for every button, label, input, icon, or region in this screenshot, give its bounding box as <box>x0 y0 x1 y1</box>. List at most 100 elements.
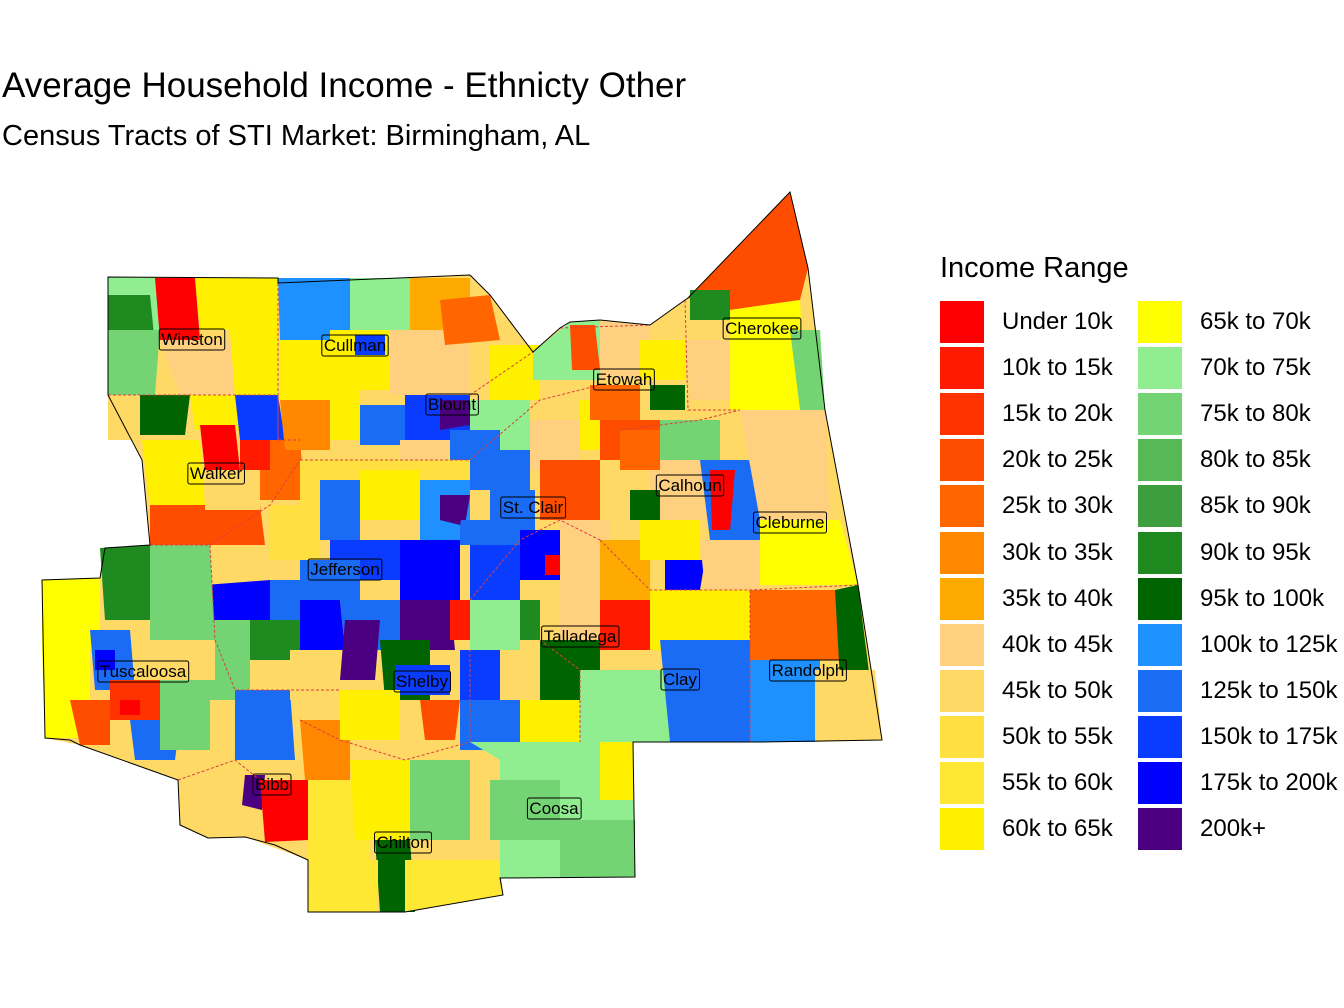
legend-item: 25k to 30k <box>940 483 1138 529</box>
census-tract <box>650 590 700 650</box>
county-label-cleburne: Cleburne <box>753 511 827 534</box>
census-tract <box>242 775 265 810</box>
county-border <box>599 539 859 591</box>
census-tract <box>300 600 345 650</box>
census-tract <box>260 440 305 500</box>
census-tract <box>120 700 140 715</box>
legend-label: 40k to 45k <box>1002 630 1113 658</box>
legend-label: 70k to 75k <box>1200 354 1311 382</box>
legend-item: 35k to 40k <box>940 576 1138 622</box>
legend-item: 80k to 85k <box>1138 437 1336 483</box>
census-tract <box>440 295 500 345</box>
census-tract <box>300 720 350 780</box>
legend-item: 50k to 55k <box>940 714 1138 760</box>
census-tract <box>640 520 700 560</box>
legend-item: 150k to 175k <box>1138 714 1337 760</box>
county-label-cullman: Cullman <box>321 334 389 357</box>
legend-label: 45k to 50k <box>1002 676 1113 704</box>
legend-label: 10k to 15k <box>1002 354 1113 382</box>
legend-swatch <box>940 485 984 528</box>
legend-item: 20k to 25k <box>940 437 1138 483</box>
legend-label: 65k to 70k <box>1200 308 1311 336</box>
county-name: Bibb <box>255 775 289 794</box>
county-name: St. Clair <box>503 498 564 517</box>
census-tract <box>490 780 560 840</box>
census-tract <box>688 192 808 310</box>
census-tract <box>600 600 660 650</box>
census-tract <box>660 420 720 460</box>
county-name: Randolph <box>772 661 845 680</box>
census-tract <box>140 395 190 435</box>
census-tract <box>790 330 825 410</box>
legend-item: 90k to 95k <box>1138 529 1336 575</box>
legend-swatch <box>940 715 984 758</box>
legend-swatch <box>1138 808 1182 851</box>
legend-label: 95k to 100k <box>1200 584 1325 612</box>
legend-label: 55k to 60k <box>1002 768 1113 796</box>
legend-label: 30k to 35k <box>1002 538 1113 566</box>
census-tract <box>200 425 240 470</box>
legend-column-right: 65k to 70k 70k to 75k 75k to 80k 80k to 85k… <box>1138 299 1338 852</box>
census-tract <box>740 410 830 520</box>
census-tract <box>560 520 610 580</box>
county-label-chilton: Chilton <box>374 831 432 854</box>
legend-swatch <box>940 347 984 390</box>
legend-swatch <box>940 577 984 620</box>
county-name: Clay <box>663 670 698 689</box>
census-tract <box>410 760 470 840</box>
legend-swatch <box>1138 393 1182 436</box>
legend-swatch <box>940 301 984 344</box>
county-label-calhoun: Calhoun <box>655 474 725 497</box>
census-tract <box>650 385 685 410</box>
county-label-bibb: Bibb <box>252 773 292 796</box>
county-label-box <box>425 393 479 416</box>
census-tract <box>460 700 520 750</box>
legend-label: 75k to 80k <box>1200 400 1311 428</box>
market-outline <box>41 190 883 913</box>
county-label-box <box>500 496 567 519</box>
census-tract <box>690 290 730 320</box>
legend-item: 85k to 90k <box>1138 483 1336 529</box>
census-tract <box>750 590 845 660</box>
census-tract <box>760 520 858 585</box>
choropleth-map: Winston Cullman Blount Etowah Cherokee Walker… <box>41 190 883 913</box>
legend-label: 175k to 200k <box>1200 768 1338 796</box>
legend-swatch <box>1138 301 1182 344</box>
legend-swatch <box>940 669 984 712</box>
legend-swatch <box>1138 577 1182 620</box>
legend-swatch <box>1138 347 1182 390</box>
legend-label: 35k to 40k <box>1002 584 1113 612</box>
census-tract <box>390 330 470 395</box>
county-name: Walker <box>190 464 243 483</box>
legend-swatch <box>940 531 984 574</box>
census-tract <box>230 330 278 395</box>
county-name: Cullman <box>324 336 386 355</box>
legend-item: 15k to 20k <box>940 391 1138 437</box>
county-label-shelby: Shelby <box>393 670 451 693</box>
census-tract <box>600 320 650 380</box>
census-tract <box>630 490 660 520</box>
county-border <box>619 409 741 431</box>
legend-swatch <box>940 761 984 804</box>
legend-swatch <box>1138 439 1182 482</box>
census-tract <box>665 560 705 590</box>
census-tract <box>815 670 882 742</box>
legend-swatch <box>940 393 984 436</box>
legend-label: 50k to 55k <box>1002 722 1113 750</box>
county-label-box <box>526 797 582 820</box>
county-name: Tuscaloosa <box>100 662 187 681</box>
county-name: Blount <box>428 395 476 414</box>
county-label-box <box>393 670 451 693</box>
legend-swatch <box>1138 715 1182 758</box>
county-label-box <box>655 474 725 497</box>
census-tract <box>600 540 650 600</box>
county-name: Talladega <box>544 627 617 646</box>
census-tract <box>108 395 140 440</box>
census-tract <box>400 600 455 650</box>
legend: Income Range Under 10k 10k to 15k 15k to 2… <box>940 252 1344 852</box>
census-tract <box>660 640 750 742</box>
census-tract <box>190 395 240 430</box>
legend-label: 85k to 90k <box>1200 492 1311 520</box>
legend-column-left: Under 10k 10k to 15k 15k to 20k 20k to 25k 2… <box>940 299 1138 852</box>
county-border <box>177 759 261 781</box>
